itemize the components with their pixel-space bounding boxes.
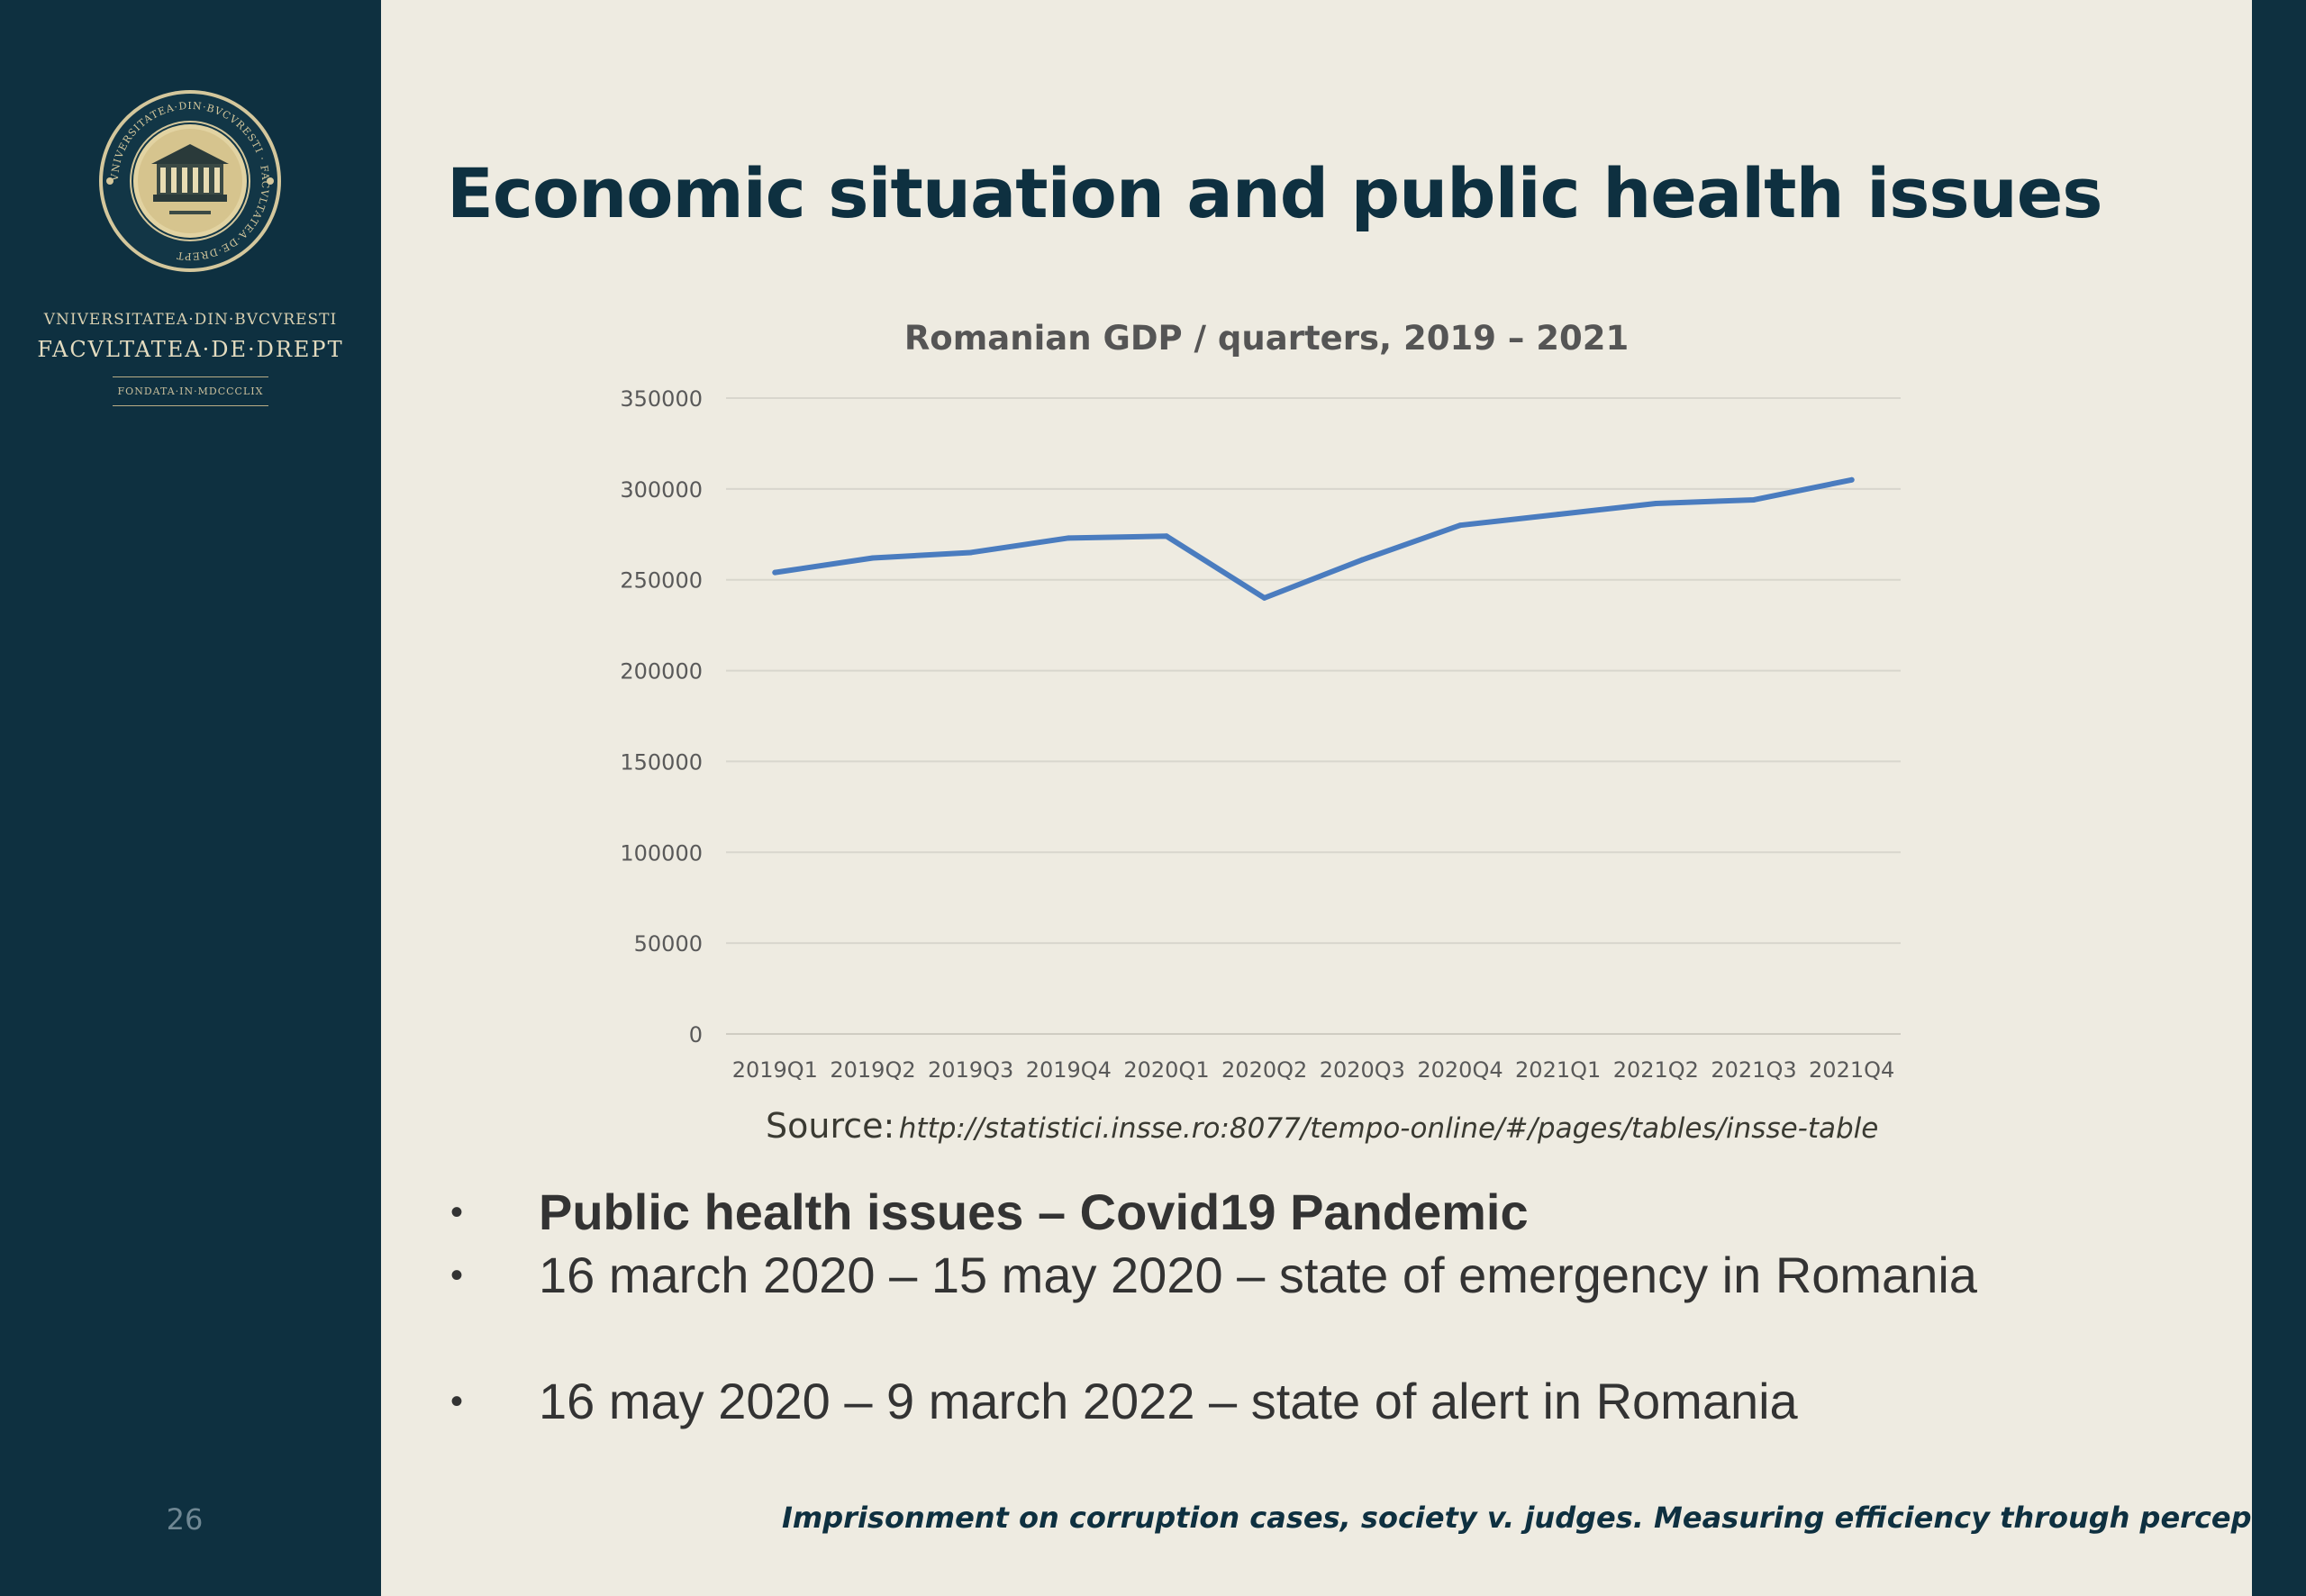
bullet-text: Public health issues – Covid19 Pandemic xyxy=(539,1183,1529,1240)
source-label: Source: xyxy=(766,1106,895,1146)
data-point xyxy=(1555,512,1561,518)
x-tick-label: 2020Q1 xyxy=(1123,1057,1209,1083)
x-tick-label: 2019Q3 xyxy=(928,1057,1013,1083)
sidebar: VNIVERSITATEA·DIN·BVCVRESTI · FACVLTATEA… xyxy=(0,0,381,1596)
divider xyxy=(113,376,268,377)
page-title: Economic situation and public health iss… xyxy=(447,153,2102,233)
data-point xyxy=(1751,496,1757,503)
data-point xyxy=(967,549,974,556)
chart-source: Source: http://statistici.insse.ro:8077/… xyxy=(766,1106,1878,1146)
y-axis-ticks: 0 50000 100000 150000 200000 250000 300000 3500… xyxy=(620,386,703,1047)
data-point xyxy=(1359,557,1366,563)
x-tick-label: 2020Q4 xyxy=(1417,1057,1503,1083)
data-point xyxy=(1653,500,1659,506)
y-tick-label: 150000 xyxy=(620,749,703,775)
footer-caption: Imprisonment on corruption cases, societ… xyxy=(782,1501,2306,1535)
data-point xyxy=(772,569,778,576)
y-tick-label: 100000 xyxy=(620,840,703,866)
y-tick-label: 250000 xyxy=(620,568,703,594)
university-seal-logo: VNIVERSITATEA·DIN·BVCVRESTI · FACVLTATEA… xyxy=(97,88,283,274)
x-axis-ticks: 2019Q1 2019Q2 2019Q3 2019Q4 2020Q1 2020Q2 2020… xyxy=(732,1057,1895,1083)
seal-icon: VNIVERSITATEA·DIN·BVCVRESTI · FACVLTATEA… xyxy=(99,90,281,272)
bullet-icon: • xyxy=(450,1382,464,1421)
data-point xyxy=(1261,594,1267,601)
source-link[interactable]: http://statistici.insse.ro:8077/tempo-on… xyxy=(898,1112,1879,1145)
x-tick-label: 2019Q2 xyxy=(830,1057,915,1083)
y-tick-label: 200000 xyxy=(620,659,703,685)
bullet-icon: • xyxy=(450,1256,464,1295)
x-tick-label: 2021Q3 xyxy=(1711,1057,1796,1083)
data-point xyxy=(1164,533,1169,540)
x-tick-label: 2020Q2 xyxy=(1221,1057,1307,1083)
faculty-name: FACVLTATEA·DE·DREPT xyxy=(37,337,344,362)
chart-series xyxy=(772,476,1855,601)
y-tick-label: 50000 xyxy=(634,931,703,957)
data-point xyxy=(1848,476,1855,483)
x-tick-label: 2019Q4 xyxy=(1026,1057,1112,1083)
y-tick-label: 0 xyxy=(689,1022,703,1047)
divider xyxy=(113,405,268,406)
x-tick-label: 2020Q3 xyxy=(1320,1057,1405,1083)
x-tick-label: 2021Q4 xyxy=(1809,1057,1894,1083)
data-point xyxy=(870,555,876,561)
bullet-text: 16 may 2020 – 9 march 2022 – state of al… xyxy=(539,1373,1798,1429)
series-line xyxy=(772,476,1855,601)
data-point xyxy=(1457,522,1463,529)
slide-content xyxy=(381,0,2252,1596)
right-border-band xyxy=(2252,0,2306,1596)
page-number: 26 xyxy=(166,1502,204,1537)
x-tick-label: 2021Q1 xyxy=(1515,1057,1601,1083)
data-point xyxy=(1066,535,1072,541)
y-tick-label: 350000 xyxy=(620,386,703,412)
bullet-icon: • xyxy=(450,1192,464,1232)
y-tick-label: 300000 xyxy=(620,477,703,503)
founded-text: FONDATA·IN·MDCCCLIX xyxy=(117,385,264,397)
university-name: VNIVERSITATEA·DIN·BVCVRESTI xyxy=(43,311,338,329)
x-tick-label: 2019Q1 xyxy=(732,1057,818,1083)
chart-title: Romanian GDP / quarters, 2019 – 2021 xyxy=(904,319,1629,358)
bullet-text: 16 march 2020 – 15 may 2020 – state of e… xyxy=(539,1247,1977,1303)
chart-gridlines xyxy=(726,397,1901,1035)
x-tick-label: 2021Q2 xyxy=(1613,1057,1699,1083)
